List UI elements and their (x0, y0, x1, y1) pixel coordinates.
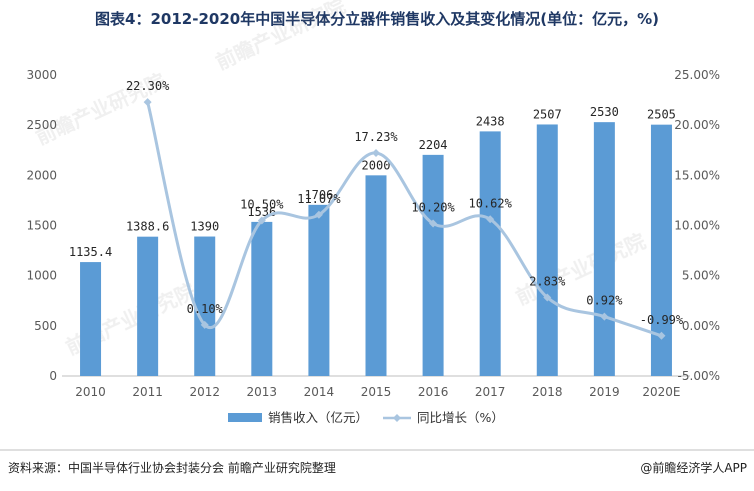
growth-value-label: -0.99% (640, 313, 684, 327)
growth-point (143, 98, 152, 107)
x-tick-label: 2018 (532, 385, 563, 399)
bar (365, 175, 387, 376)
x-tick-label: 2011 (132, 385, 163, 399)
chart-title: 图表4：2012-2020年中国半导体分立器件销售收入及其变化情况(单位：亿元，… (95, 10, 659, 28)
growth-value-label: 10.62% (469, 196, 513, 210)
bar (80, 262, 102, 376)
y-right-tick-label: 5.00% (682, 269, 720, 283)
growth-value-label: 2.83% (529, 274, 566, 288)
x-tick-label: 2019 (589, 385, 620, 399)
growth-point (600, 312, 609, 321)
growth-value-label: 10.20% (411, 200, 455, 214)
growth-value-label: 10.50% (240, 197, 284, 211)
bar-value-label: 2204 (419, 138, 448, 152)
bar-value-label: 2505 (647, 108, 676, 122)
growth-point (429, 219, 438, 228)
plot-area: 0 500 1000 1500 2000 2500 3000 -5.00% 0.00% 5.00%… (26, 68, 720, 399)
legend-bar-swatch (228, 413, 262, 422)
growth-point (314, 210, 323, 219)
x-tick-label: 2012 (189, 385, 220, 399)
growth-point (257, 216, 266, 225)
bar-value-label: 1135.4 (69, 245, 112, 259)
brand-label: @前瞻经济学人APP (640, 460, 747, 475)
legend-bar-label: 销售收入（亿元） (268, 410, 368, 425)
y-left-tick-label: 1000 (26, 269, 57, 283)
y-left-tick-label: 2000 (26, 168, 57, 182)
bar-value-label: 1706 (304, 188, 333, 202)
bar (536, 124, 558, 377)
legend-line-marker (393, 414, 401, 422)
x-tick-label: 2016 (418, 385, 449, 399)
bar (593, 122, 615, 376)
bar (251, 221, 273, 376)
y-right-tick-label: 20.00% (674, 118, 720, 132)
growth-value-label: 22.30% (126, 79, 170, 93)
watermark-text: 前瞻产业研究院 (512, 229, 649, 310)
y-left-tick-label: 500 (34, 319, 57, 333)
growth-point (657, 331, 666, 340)
legend-line-label: 同比增长（%） (417, 410, 504, 425)
x-tick-label: 2014 (304, 385, 335, 399)
growth-value-label: 11.07% (297, 192, 341, 206)
bar (422, 154, 444, 376)
x-tick-label: 2020E (642, 385, 680, 399)
growth-value-label: 17.23% (354, 130, 398, 144)
y-right-tick-label: 0.00% (682, 319, 720, 333)
y-left-tick-label: 2500 (26, 118, 57, 132)
source-note: 资料来源：中国半导体行业协会封装分会 前瞻产业研究院整理 (8, 460, 336, 475)
x-tick-label: 2017 (475, 385, 506, 399)
growth-value-label: 0.10% (187, 302, 224, 316)
bar-value-label: 2000 (362, 158, 391, 172)
bar-value-label: 1390 (190, 220, 219, 234)
bar-value-label: 2530 (590, 105, 619, 119)
bar (650, 124, 672, 376)
x-tick-label: 2010 (75, 385, 106, 399)
bar-value-label: 2438 (476, 114, 505, 128)
x-tick-label: 2015 (361, 385, 392, 399)
growth-point (200, 320, 209, 329)
bar (308, 204, 330, 376)
growth-line (146, 101, 662, 338)
growth-value-label: 0.92% (586, 294, 623, 308)
x-tick-label: 2013 (247, 385, 278, 399)
bar (194, 236, 216, 376)
y-left-tick-label: 1500 (26, 219, 57, 233)
growth-point (372, 148, 380, 157)
y-right-tick-label: 25.00% (674, 68, 720, 82)
y-left-tick-label: 3000 (26, 68, 57, 82)
bar (479, 131, 501, 376)
y-right-tick-label: -5.00% (678, 369, 720, 383)
bar (137, 236, 159, 376)
growth-point (486, 215, 495, 224)
legend: 销售收入（亿元） 同比增长（%） (228, 410, 504, 425)
y-left-tick-label: 0 (49, 369, 57, 383)
growth-point (543, 293, 552, 302)
y-right-tick-label: 10.00% (674, 219, 720, 233)
bar-value-label: 2507 (533, 107, 562, 121)
y-right-tick-label: 15.00% (674, 168, 720, 182)
bar-value-label: 1388.6 (126, 220, 169, 234)
